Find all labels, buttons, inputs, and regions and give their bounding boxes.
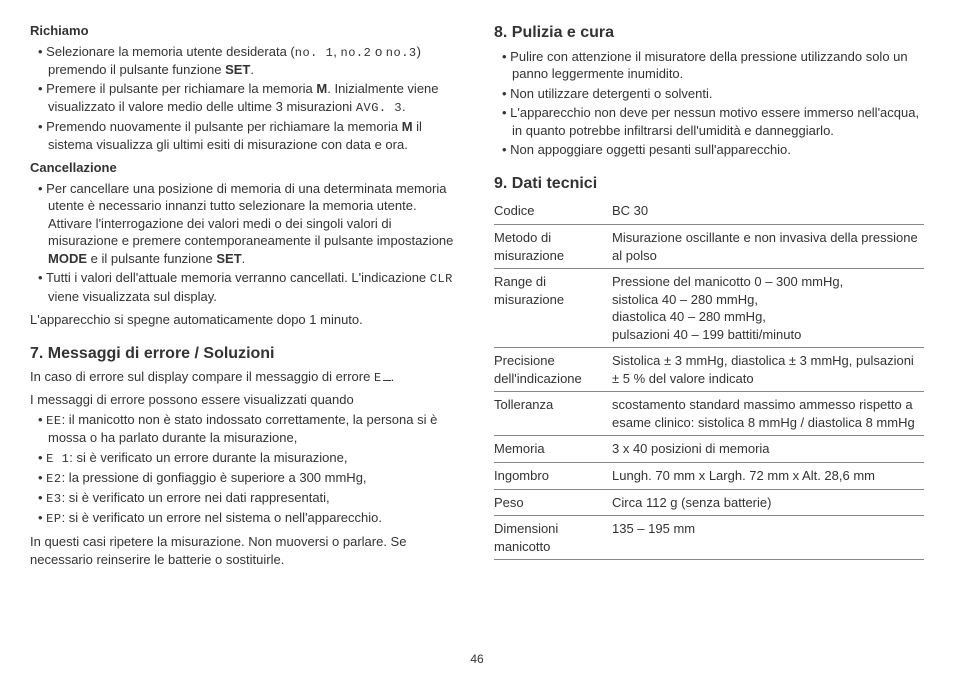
spec-label: Tolleranza xyxy=(494,392,612,436)
list-item: EE: il manicotto non è stato indossato c… xyxy=(30,411,460,447)
sec8-list: Pulire con attenzione il misuratore dell… xyxy=(494,48,924,159)
table-row: Precisione dell'indicazioneSistolica ± 3… xyxy=(494,348,924,392)
spec-label: Metodo di misurazione xyxy=(494,225,612,269)
list-item: E3: si è verificato un errore nei dati r… xyxy=(30,489,460,507)
richiamo-heading: Richiamo xyxy=(30,22,460,40)
list-item: Selezionare la memoria utente desiderata… xyxy=(30,43,460,79)
list-item: Pulire con attenzione il misuratore dell… xyxy=(494,48,924,83)
list-item: Per cancellare una posizione di memoria … xyxy=(30,180,460,268)
spec-label: Memoria xyxy=(494,436,612,463)
tech-specs-table: CodiceBC 30 Metodo di misurazioneMisuraz… xyxy=(494,198,924,560)
spec-value: Pressione del manicotto 0 – 300 mmHg,sis… xyxy=(612,269,924,348)
spec-label: Ingombro xyxy=(494,463,612,490)
table-row: Memoria3 x 40 posizioni di memoria xyxy=(494,436,924,463)
table-row: CodiceBC 30 xyxy=(494,198,924,224)
list-item: L'apparecchio non deve per nessun motivo… xyxy=(494,104,924,139)
list-item: Premendo nuovamente il pulsante per rich… xyxy=(30,118,460,153)
list-item: EP: si è verificato un errore nel sistem… xyxy=(30,509,460,527)
spec-label: Dimensioni manicotto xyxy=(494,516,612,560)
table-row: Metodo di misurazioneMisurazione oscilla… xyxy=(494,225,924,269)
cancellazione-after: L'apparecchio si spegne automaticamente … xyxy=(30,311,460,329)
spec-value: 135 – 195 mm xyxy=(612,516,924,560)
spec-label: Range di misurazione xyxy=(494,269,612,348)
section-9-heading: 9. Dati tecnici xyxy=(494,173,924,195)
spec-value: 3 x 40 posizioni di memoria xyxy=(612,436,924,463)
right-column: 8. Pulizia e cura Pulire con attenzione … xyxy=(492,22,924,665)
spec-label: Codice xyxy=(494,198,612,224)
list-item: Non appoggiare oggetti pesanti sull'appa… xyxy=(494,141,924,159)
section-8-heading: 8. Pulizia e cura xyxy=(494,22,924,44)
spec-value: scostamento standard massimo ammesso ris… xyxy=(612,392,924,436)
sec7-after: In questi casi ripetere la misurazione. … xyxy=(30,533,460,568)
cancellazione-list: Per cancellare una posizione di memoria … xyxy=(30,180,460,305)
sec7-intro2: I messaggi di errore possono essere visu… xyxy=(30,391,460,409)
spec-value: Circa 112 g (senza batterie) xyxy=(612,489,924,516)
spec-value: Misurazione oscillante e non invasiva de… xyxy=(612,225,924,269)
sec7-intro1: In caso di errore sul display compare il… xyxy=(30,368,460,386)
table-row: Range di misurazionePressione del manico… xyxy=(494,269,924,348)
list-item: Premere il pulsante per richiamare la me… xyxy=(30,80,460,116)
cancellazione-heading: Cancellazione xyxy=(30,159,460,177)
list-item: Tutti i valori dell'attuale memoria verr… xyxy=(30,269,460,305)
spec-value: Lungh. 70 mm x Largh. 72 mm x Alt. 28,6 … xyxy=(612,463,924,490)
page-number: 46 xyxy=(0,651,954,667)
spec-label: Precisione dell'indicazione xyxy=(494,348,612,392)
spec-value: BC 30 xyxy=(612,198,924,224)
spec-value: Sistolica ± 3 mmHg, diastolica ± 3 mmHg,… xyxy=(612,348,924,392)
table-row: IngombroLungh. 70 mm x Largh. 72 mm x Al… xyxy=(494,463,924,490)
section-7-heading: 7. Messaggi di errore / Soluzioni xyxy=(30,343,460,365)
table-row: Tolleranzascostamento standard massimo a… xyxy=(494,392,924,436)
sec7-list: EE: il manicotto non è stato indossato c… xyxy=(30,411,460,527)
table-row: Dimensioni manicotto135 – 195 mm xyxy=(494,516,924,560)
table-row: PesoCirca 112 g (senza batterie) xyxy=(494,489,924,516)
spec-label: Peso xyxy=(494,489,612,516)
richiamo-list: Selezionare la memoria utente desiderata… xyxy=(30,43,460,154)
list-item: Non utilizzare detergenti o solventi. xyxy=(494,85,924,103)
left-column: Richiamo Selezionare la memoria utente d… xyxy=(30,22,462,665)
list-item: E 1: si è verificato un errore durante l… xyxy=(30,449,460,467)
list-item: E2: la pressione di gonfiaggio è superio… xyxy=(30,469,460,487)
